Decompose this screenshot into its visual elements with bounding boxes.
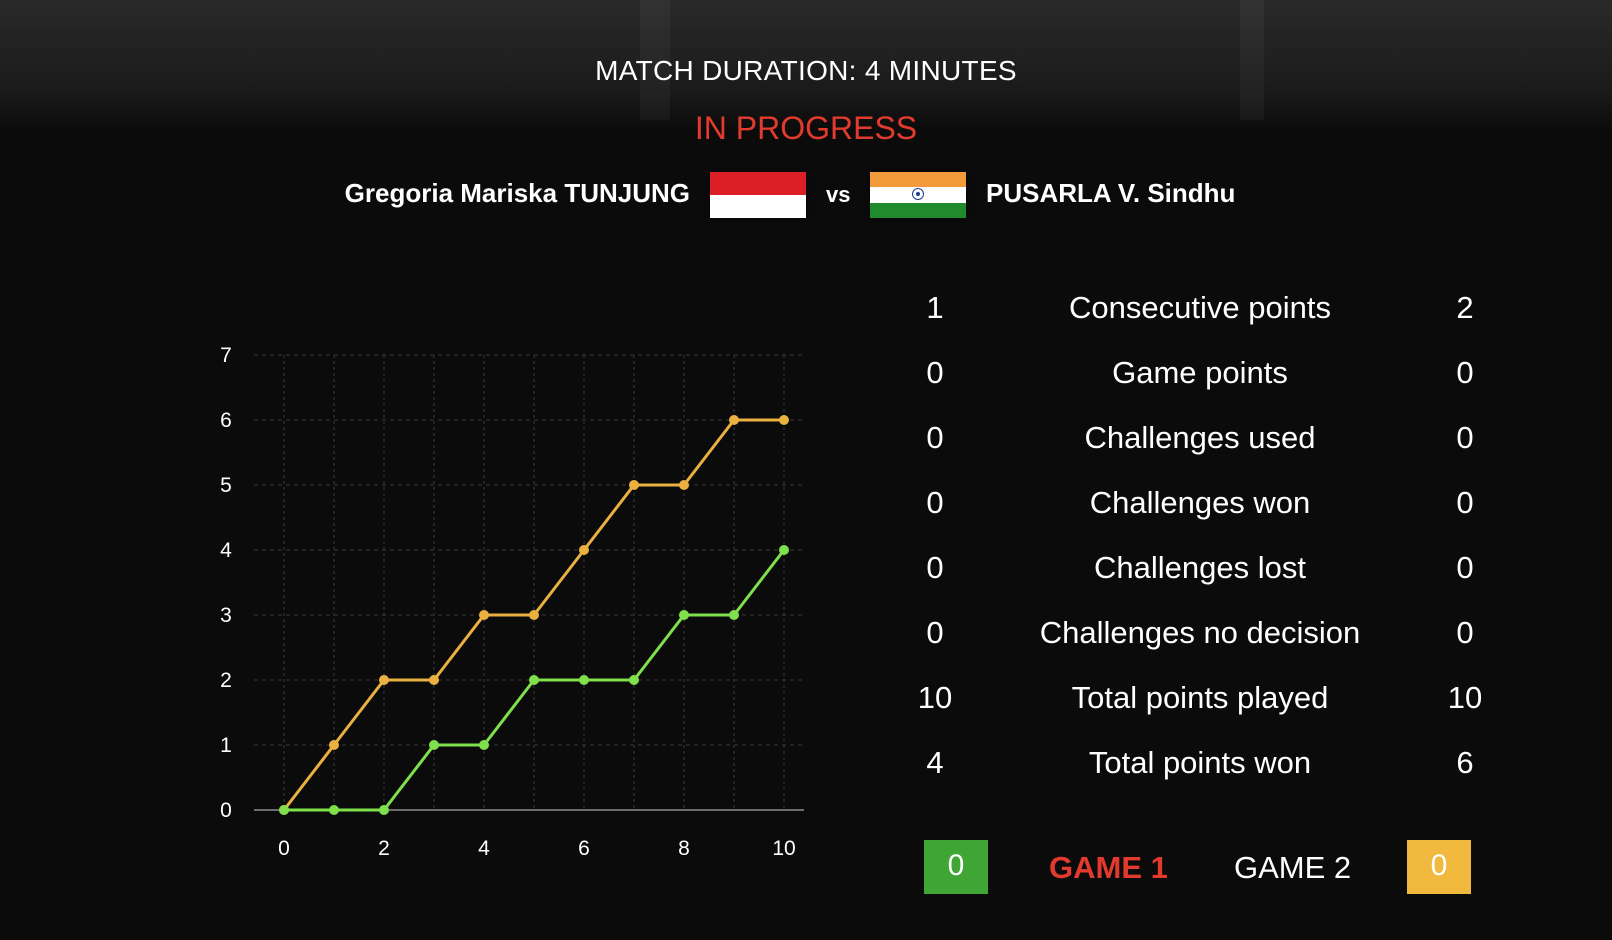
x-tick-label: 8 bbox=[678, 837, 690, 860]
points-progression-chart: 0 1 2 3 4 5 6 7 0 2 4 6 8 10 bbox=[220, 344, 804, 860]
vs-label: vs bbox=[826, 182, 851, 207]
y-tick-label: 2 bbox=[220, 669, 232, 692]
stat-label: Game points bbox=[1112, 355, 1288, 390]
stat-row: 1 Consecutive points 2 bbox=[880, 290, 1520, 330]
stat-right-value: 0 bbox=[1456, 550, 1474, 585]
stat-label: Challenges won bbox=[1089, 485, 1311, 520]
stat-label: Challenges used bbox=[1084, 420, 1316, 455]
left-game-score: 0 bbox=[924, 840, 988, 894]
match-status: IN PROGRESS bbox=[694, 110, 918, 146]
x-tick-label: 2 bbox=[378, 837, 390, 860]
y-tick-label: 0 bbox=[220, 799, 232, 822]
series-point-1 bbox=[679, 610, 689, 620]
stat-row: 10 Total points played 10 bbox=[880, 680, 1520, 720]
stat-right-value: 2 bbox=[1456, 290, 1474, 325]
series-point-0 bbox=[729, 415, 739, 425]
stat-right-value: 6 bbox=[1456, 745, 1474, 780]
y-tick-label: 4 bbox=[220, 539, 232, 562]
background-header bbox=[0, 0, 1612, 130]
stat-row: 0 Game points 0 bbox=[880, 355, 1520, 395]
series-point-1 bbox=[729, 610, 739, 620]
series-point-0 bbox=[379, 675, 389, 685]
series-point-1 bbox=[379, 805, 389, 815]
series-point-0 bbox=[779, 415, 789, 425]
series-point-0 bbox=[429, 675, 439, 685]
series-point-1 bbox=[629, 675, 639, 685]
series-point-1 bbox=[279, 805, 289, 815]
series-point-1 bbox=[779, 545, 789, 555]
stat-left-value: 0 bbox=[926, 550, 944, 585]
stat-label: Total points played bbox=[1071, 680, 1329, 715]
stat-left-value: 0 bbox=[926, 420, 944, 455]
stat-right-value: 0 bbox=[1456, 485, 1474, 520]
tab-game-1[interactable]: GAME 1 bbox=[1049, 850, 1168, 885]
player-right-name: PUSARLA V. Sindhu bbox=[986, 178, 1236, 208]
series-point-0 bbox=[329, 740, 339, 750]
stat-label: Consecutive points bbox=[1069, 290, 1331, 325]
stat-right-value: 0 bbox=[1456, 420, 1474, 455]
stat-row: 4 Total points won 6 bbox=[880, 745, 1520, 785]
y-tick-label: 6 bbox=[220, 409, 232, 432]
series-point-0 bbox=[529, 610, 539, 620]
series-point-0 bbox=[579, 545, 589, 555]
stat-row: 0 Challenges lost 0 bbox=[880, 550, 1520, 590]
background-beam bbox=[1240, 0, 1264, 120]
match-duration: MATCH DURATION: 4 MINUTES bbox=[595, 55, 1017, 86]
stat-left-value: 1 bbox=[926, 290, 944, 325]
stat-left-value: 10 bbox=[917, 680, 953, 715]
x-tick-label: 4 bbox=[478, 837, 490, 860]
stat-left-value: 0 bbox=[926, 485, 944, 520]
series-point-0 bbox=[629, 480, 639, 490]
indonesia-flag-icon bbox=[710, 172, 806, 218]
background-beam bbox=[640, 0, 670, 120]
x-tick-label: 0 bbox=[278, 837, 290, 860]
series-point-1 bbox=[479, 740, 489, 750]
stat-left-value: 0 bbox=[926, 615, 944, 650]
x-tick-label: 10 bbox=[772, 837, 795, 860]
stat-right-value: 10 bbox=[1447, 680, 1483, 715]
x-tick-label: 6 bbox=[578, 837, 590, 860]
y-tick-label: 1 bbox=[220, 734, 232, 757]
game-bar: 0 GAME 1 GAME 2 0 bbox=[0, 840, 1612, 896]
right-game-score: 0 bbox=[1407, 840, 1471, 894]
series-point-1 bbox=[329, 805, 339, 815]
series-point-1 bbox=[579, 675, 589, 685]
stat-label: Challenges no decision bbox=[1039, 615, 1361, 650]
y-tick-label: 3 bbox=[220, 604, 232, 627]
tab-game-2[interactable]: GAME 2 bbox=[1234, 850, 1352, 885]
y-tick-label: 5 bbox=[220, 474, 232, 497]
stat-label: Total points won bbox=[1088, 745, 1312, 780]
series-point-0 bbox=[479, 610, 489, 620]
stat-row: 0 Challenges won 0 bbox=[880, 485, 1520, 525]
players-row: Gregoria Mariska TUNJUNG vs PUSARLA V. S… bbox=[0, 170, 1612, 220]
series-point-0 bbox=[679, 480, 689, 490]
stat-left-value: 4 bbox=[926, 745, 944, 780]
stat-left-value: 0 bbox=[926, 355, 944, 390]
stat-row: 0 Challenges no decision 0 bbox=[880, 615, 1520, 655]
series-point-1 bbox=[429, 740, 439, 750]
india-flag-icon bbox=[870, 172, 966, 218]
stat-row: 0 Challenges used 0 bbox=[880, 420, 1520, 460]
y-tick-label: 7 bbox=[220, 344, 232, 367]
stat-label: Challenges lost bbox=[1094, 550, 1306, 585]
series-point-1 bbox=[529, 675, 539, 685]
player-left-name: Gregoria Mariska TUNJUNG bbox=[344, 178, 690, 208]
stat-right-value: 0 bbox=[1456, 615, 1474, 650]
stat-right-value: 0 bbox=[1456, 355, 1474, 390]
